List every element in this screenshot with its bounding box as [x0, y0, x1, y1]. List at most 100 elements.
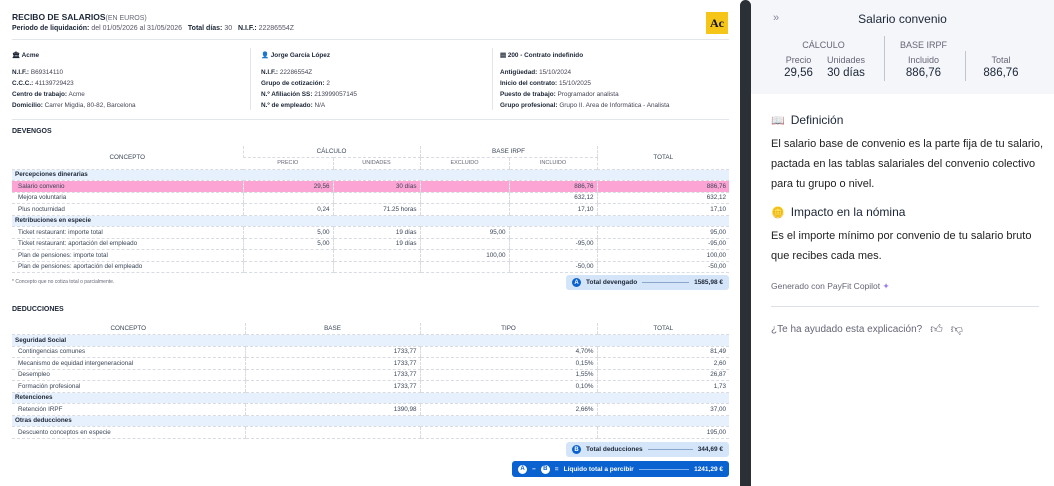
- divider: [250, 48, 251, 110]
- cell-tipo: [419, 426, 597, 439]
- thumbs-down-icon[interactable]: 👎︎: [950, 322, 963, 336]
- group-row: Seguridad Social: [12, 334, 729, 347]
- table-row[interactable]: Retención IRPF 1390,98 2,66% 37,00: [12, 403, 729, 416]
- cell-concepto: Mecanismo de equidad intergeneracional: [12, 357, 245, 370]
- thumbs-up-icon[interactable]: 👍︎: [930, 322, 943, 336]
- cell-tipo: 1,55%: [419, 369, 597, 381]
- header-total: TOTAL: [596, 323, 729, 335]
- definition-heading: 📖 Definición: [771, 113, 843, 127]
- footnote: * Concepto que no cotiza total o parcial…: [12, 279, 115, 285]
- table-row[interactable]: Mecanismo de equidad intergeneracional 17…: [12, 357, 729, 370]
- table-row[interactable]: Salario convenio 29,56 30 días 886,76 886,76: [12, 180, 729, 193]
- cell-concepto: Descuento conceptos en especie: [12, 426, 245, 439]
- unidades-label: Unidades: [826, 55, 866, 65]
- devengos-table: CONCEPTO CÁLCULO BASE IRPF TOTAL PRECIO UNID…: [12, 146, 729, 273]
- cell-total: 100,00: [596, 249, 729, 262]
- field-value: Grupo II. Area de Informática - Analista: [559, 102, 670, 109]
- cell-base: 1390,98: [244, 403, 420, 416]
- panel-resize-handle[interactable]: [740, 0, 751, 486]
- title-suffix: (EN EUROS): [105, 15, 147, 22]
- definition-title: Definición: [790, 113, 844, 127]
- header-calculo: CÁLCULO: [242, 146, 420, 158]
- total-devengado-value: 1585,98 €: [694, 279, 723, 286]
- info-field: Centro de trabajo: Acme: [12, 89, 136, 100]
- divider: [12, 39, 729, 40]
- field-label: N.º de empleado:: [261, 102, 313, 109]
- table-row[interactable]: Mejora voluntaria 632,12 632,12: [12, 192, 729, 204]
- document-icon: ▤: [500, 52, 507, 59]
- cell-concepto: Desempleo: [12, 369, 245, 381]
- cell-base: [244, 426, 420, 439]
- table-row[interactable]: Descuento conceptos en especie 195,00: [12, 426, 729, 439]
- total-deducciones-label: Total deducciones: [586, 446, 643, 453]
- table-row[interactable]: Formación profesional 1733,77 0,10% 1,73: [12, 380, 729, 393]
- group-label: Retenciones: [12, 392, 729, 404]
- field-value: Acme: [68, 91, 85, 98]
- info-field: N.I.F.: B69314110: [12, 67, 136, 78]
- field-value: 213999057145: [314, 91, 357, 98]
- badge-a: A: [518, 464, 527, 474]
- title-text: RECIBO DE SALARIOS: [12, 12, 106, 22]
- total-deducciones-value: 344,69 €: [697, 446, 723, 453]
- base-irpf-label: BASE IRPF: [899, 40, 947, 50]
- coins-icon: 🪙: [771, 206, 785, 219]
- cell-precio: [242, 192, 333, 204]
- header-excluido: EXCLUIDO: [419, 157, 509, 170]
- period-line: Periodo de liquidación: del 01/05/2026 a…: [12, 25, 294, 32]
- cell-incluido: 886,76: [508, 180, 597, 193]
- sparkle-icon: ✦: [882, 281, 890, 291]
- cell-total: 81,49: [596, 346, 729, 358]
- field-label: N.I.F.:: [12, 69, 30, 76]
- explanation-panel: » Salario convenio CÁLCULO BASE IRPF Pre…: [751, 0, 1054, 486]
- cell-precio: [242, 261, 333, 273]
- header-base-irpf: BASE IRPF: [419, 146, 597, 158]
- total-label: Total: [991, 55, 1011, 65]
- table-row[interactable]: Desempleo 1733,77 1,55% 26,87: [12, 369, 729, 381]
- cell-concepto: Retención IRPF: [12, 403, 245, 416]
- cell-unidades: 71.25 horas: [332, 203, 420, 216]
- field-value: N/A: [314, 102, 326, 109]
- group-label: Retribuciones en especie: [12, 215, 729, 227]
- devengos-title: DEVENGOS: [12, 128, 52, 135]
- days-value: 30: [224, 25, 233, 32]
- field-label: Domicilio:: [12, 102, 43, 109]
- table-row[interactable]: Plan de pensiones: aportación del emplea…: [12, 261, 729, 273]
- field-label: Grupo profesional:: [500, 102, 558, 109]
- field-label: Inicio del contrato:: [500, 80, 558, 87]
- info-field: N.º Afiliación SS: 213999057145: [261, 89, 357, 100]
- field-value: 15/10/2024: [539, 69, 572, 76]
- group-row: Retenciones: [12, 392, 729, 404]
- liquido-label: Líquido total a percibir: [563, 465, 634, 473]
- cell-unidades: 19 días: [332, 226, 420, 239]
- field-value: B69314110: [30, 69, 64, 76]
- deducciones-title: DEDUCCIONES: [12, 306, 64, 313]
- feedback-question: ¿Te ha ayudado esta explicación?: [771, 324, 923, 335]
- employee-info: 👤 Jorge García López N.I.F.: 22286554Z Gru…: [261, 50, 357, 111]
- incluido-value: 886,76: [905, 67, 942, 79]
- liquido-value: 1241,29 €: [694, 465, 723, 473]
- cell-total: 17,10: [596, 203, 729, 216]
- table-row[interactable]: Ticket restaurant: importe total 5,00 19 d…: [12, 226, 729, 239]
- book-icon: 📖: [771, 114, 785, 127]
- impact-title: Impacto en la nómina: [790, 205, 906, 219]
- header-concepto: CONCEPTO: [12, 146, 243, 170]
- table-row[interactable]: Plus nocturnidad 0,24 71.25 horas 17,10 17,1…: [12, 203, 729, 216]
- panel-header: [751, 0, 1054, 94]
- table-row[interactable]: Plan de pensiones: importe total 100,00 10…: [12, 249, 729, 262]
- equals-sign: =: [554, 465, 559, 473]
- field-label: N.I.F.:: [261, 69, 279, 76]
- cell-excluido: [419, 261, 509, 273]
- cell-total: 1,73: [596, 380, 729, 393]
- field-label: Antigüedad:: [500, 69, 538, 76]
- table-row[interactable]: Ticket restaurant: aportación del emplea…: [12, 238, 729, 250]
- collapse-panel-icon[interactable]: »: [773, 12, 780, 24]
- table-row[interactable]: Contingencias comunes 1733,77 4,70% 81,49: [12, 346, 729, 358]
- header-tipo: TIPO: [419, 323, 597, 335]
- cell-unidades: [332, 192, 420, 204]
- total-deducciones-badge: B Total deducciones 344,69 €: [566, 442, 729, 457]
- period-value: del 01/05/2026 al 31/05/2026: [91, 25, 183, 32]
- field-value: 22286554Z: [279, 69, 313, 76]
- cell-total: 195,00: [596, 426, 729, 439]
- field-value: Carrer Migdia, 80-82, Barcelona: [44, 102, 136, 109]
- calculo-label: CÁLCULO: [802, 40, 845, 50]
